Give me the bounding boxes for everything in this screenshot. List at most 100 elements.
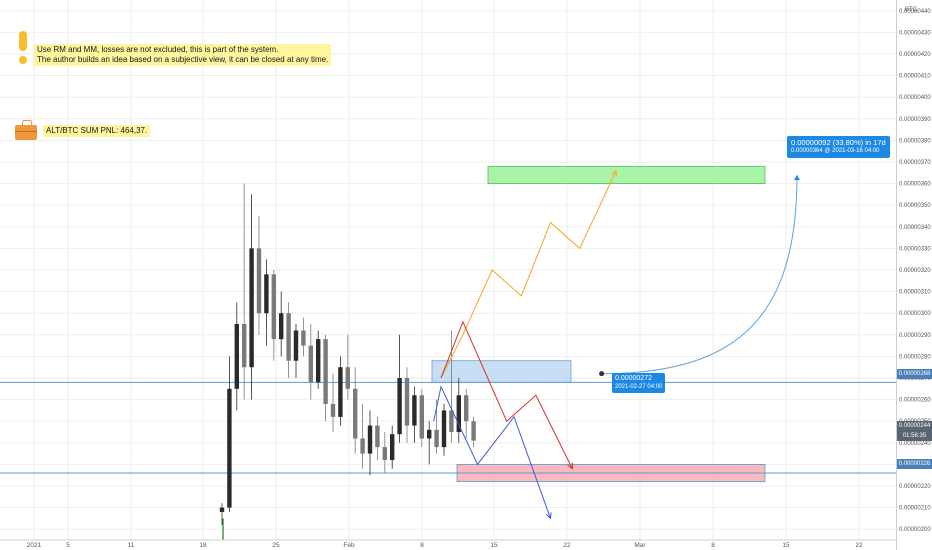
level-lower-marker: 0.00000226 bbox=[897, 459, 932, 469]
scenario-arrowhead bbox=[545, 512, 552, 520]
candle-body bbox=[323, 339, 328, 404]
levels bbox=[0, 381, 896, 474]
price-tick-label: 0.00000340 bbox=[899, 225, 931, 231]
date-tick-label: 25 bbox=[272, 542, 280, 549]
disclaimer-line-2: The author builds an idea based on a sub… bbox=[37, 55, 329, 64]
candle-body bbox=[464, 395, 469, 422]
candle-body bbox=[434, 429, 439, 448]
grid bbox=[0, 0, 896, 540]
price-tick-label: 0.00000330 bbox=[899, 246, 931, 252]
candle-body bbox=[338, 367, 343, 417]
countdown-marker: 01:56:35 bbox=[897, 431, 932, 441]
price-tick-label: 0.00000320 bbox=[899, 268, 931, 274]
price-tick-label: 0.00000260 bbox=[899, 398, 931, 404]
candle-body bbox=[427, 429, 432, 439]
scenario-red bbox=[440, 320, 573, 469]
price-tick-label: 0.00000220 bbox=[899, 484, 931, 490]
measure-curve bbox=[601, 174, 798, 375]
date-tick-label: 8 bbox=[711, 542, 715, 549]
candle-body bbox=[271, 274, 276, 340]
pnl-note: ALT/BTC SUM PNL: 464,37. bbox=[43, 125, 151, 137]
date-tick-label: Mar bbox=[634, 542, 646, 549]
scenario-blue bbox=[433, 385, 551, 519]
date-tick-label: 5 bbox=[66, 542, 70, 549]
date-tick-label: 11 bbox=[128, 542, 135, 549]
price-tick-label: 0.00000350 bbox=[899, 203, 931, 209]
currency-label: BTC bbox=[905, 7, 918, 13]
price-tick-label: 0.00000400 bbox=[899, 95, 931, 101]
price-tick-label: 0.00000280 bbox=[899, 354, 931, 360]
zone-target bbox=[487, 165, 766, 185]
price-tick-label: 0.00000360 bbox=[899, 182, 931, 188]
price-tick-label: 0.00000380 bbox=[899, 138, 931, 144]
measure-arrowhead bbox=[794, 174, 800, 180]
measure-start-point bbox=[599, 371, 605, 377]
price-tick-label: 0.00000390 bbox=[899, 117, 931, 123]
candle-body bbox=[264, 274, 269, 314]
candle-body bbox=[345, 367, 350, 389]
candle-body bbox=[256, 248, 262, 314]
measure-start-price: 0.00000272 bbox=[615, 375, 652, 382]
date-tick-label: 18 bbox=[199, 542, 207, 549]
disclaimer-note: Use RM and MM, losses are not excluded, … bbox=[34, 44, 332, 66]
candle-body bbox=[367, 425, 373, 454]
price-tick-label: 0.00000440 bbox=[899, 9, 931, 15]
candle-body bbox=[412, 395, 417, 426]
disclaimer-line-1: Use RM and MM, losses are not excluded, … bbox=[37, 45, 279, 54]
measure-end: 0.00000364 @ 2021-03-16 04:00 bbox=[791, 148, 880, 154]
candle-body bbox=[382, 447, 387, 461]
candle-body bbox=[419, 395, 424, 439]
scenario-orange bbox=[440, 170, 617, 379]
candle-body bbox=[471, 421, 476, 441]
measure-change: 0.00000092 (33.80%) in 17d bbox=[791, 138, 886, 147]
candle-body bbox=[234, 324, 239, 389]
candle-body bbox=[360, 438, 365, 454]
date-tick-label: 15 bbox=[490, 542, 498, 549]
exclamation-icon bbox=[19, 31, 27, 65]
date-tick-label: 8 bbox=[420, 542, 424, 549]
candle-body bbox=[390, 434, 395, 461]
candle-body bbox=[316, 339, 321, 383]
scenarios bbox=[433, 169, 617, 520]
candle-body bbox=[293, 330, 299, 361]
briefcase-icon bbox=[15, 120, 37, 140]
price-tick-label: 0.00000430 bbox=[899, 30, 931, 36]
measure-start-date: 2021-02-27 04:00 bbox=[615, 384, 663, 390]
candle-body bbox=[227, 388, 232, 508]
price-tick-label: 0.00000290 bbox=[899, 333, 931, 339]
candle-body bbox=[308, 345, 313, 383]
measure-tool[interactable] bbox=[599, 174, 800, 377]
price-tick-label: 0.00000310 bbox=[899, 290, 931, 296]
date-tick-label: 2021 bbox=[27, 542, 42, 549]
candle-body bbox=[449, 410, 454, 432]
price-tick-label: 0.00000370 bbox=[899, 160, 931, 166]
candle-body bbox=[353, 388, 358, 439]
price-tick-label: 0.00000200 bbox=[899, 527, 931, 533]
measure-start-label: 0.00000272 2021-02-27 04:00 bbox=[612, 373, 666, 393]
level-upper-marker: 0.00000268 bbox=[897, 369, 932, 379]
candle-body bbox=[456, 395, 461, 432]
scenario-arrowhead bbox=[567, 462, 573, 470]
date-tick-label: 15 bbox=[782, 542, 790, 549]
date-tick-label: 22 bbox=[563, 542, 571, 549]
price-tick-label: 0.00000210 bbox=[899, 506, 931, 512]
measure-end-label: 0.00000092 (33.80%) in 17d 0.00000364 @ … bbox=[787, 136, 890, 158]
zones bbox=[431, 165, 766, 483]
candle-body bbox=[404, 378, 410, 426]
date-tick-label: 22 bbox=[855, 542, 863, 549]
candle-body bbox=[330, 403, 336, 417]
price-tick-label: 0.00000300 bbox=[899, 311, 931, 317]
candle-body bbox=[301, 330, 306, 346]
scenario-arrowhead bbox=[611, 169, 617, 177]
price-tick-label: 0.00000240 bbox=[899, 441, 931, 447]
time-axis[interactable]: 2021 5 11 18 25 Feb 8 15 22 Mar 8 15 22 bbox=[0, 539, 896, 549]
zone-entry bbox=[431, 360, 572, 383]
candle-body bbox=[242, 324, 247, 368]
candle-body bbox=[286, 313, 291, 361]
candles bbox=[219, 183, 476, 540]
date-tick-label: Feb bbox=[343, 542, 355, 549]
candle-body bbox=[397, 378, 402, 435]
candle-body bbox=[219, 507, 225, 512]
price-tick-label: 0.00000420 bbox=[899, 52, 931, 58]
